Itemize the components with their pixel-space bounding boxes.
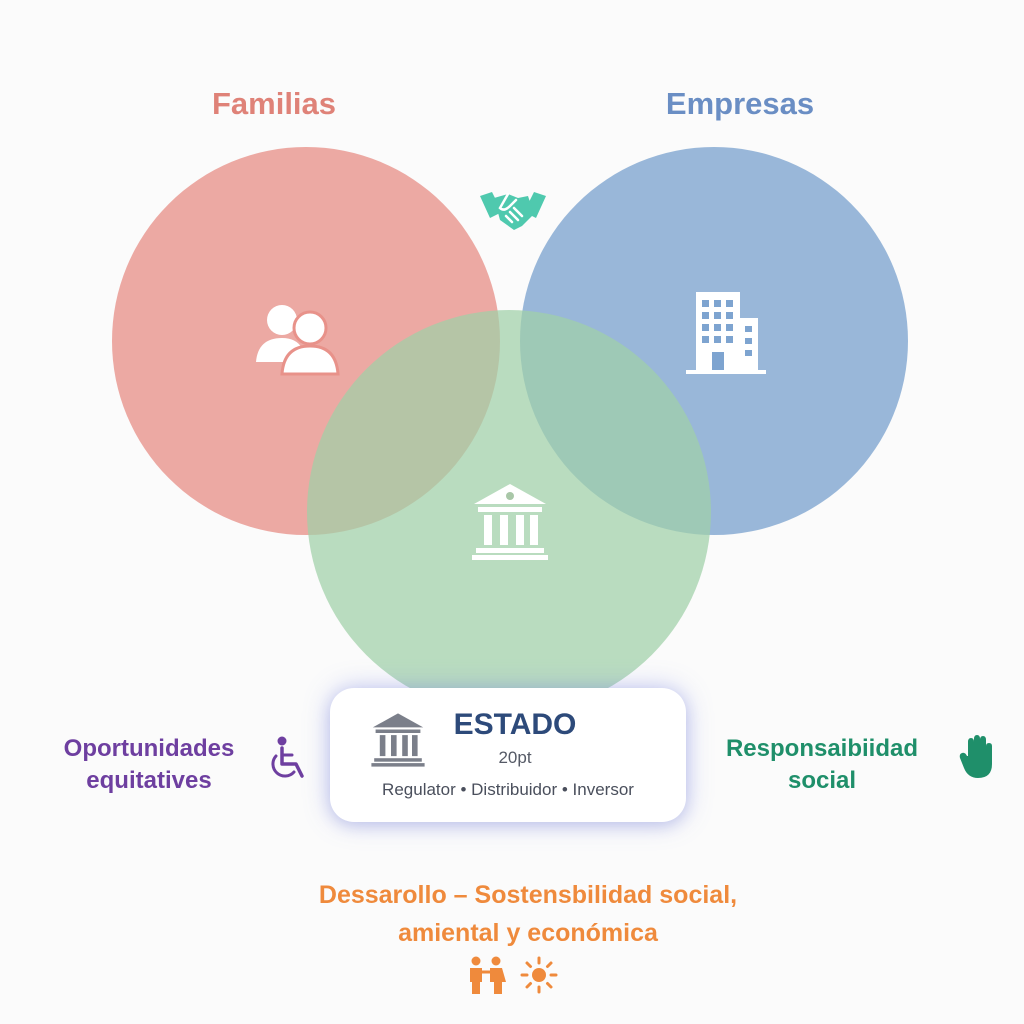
desarrollo-line2: amiental y económica (398, 919, 658, 947)
responsabilidad-line2: social (787, 767, 857, 794)
handshake-icon (478, 186, 548, 234)
estado-title: ESTADO (453, 708, 577, 741)
building-icon (686, 290, 766, 376)
wheelchair-icon (266, 736, 308, 782)
oportunidades-line1: Oportunidades (63, 735, 235, 762)
estado-card (330, 688, 686, 822)
family-icon (466, 956, 508, 996)
people-icon (252, 300, 342, 376)
oportunidades-text: Oportunidades equitatives (36, 733, 262, 797)
empresas-label: Empresas (665, 86, 815, 121)
desarrollo-text: Dessarollo – Sostensbilidad social, amie… (240, 876, 816, 952)
sun-icon (520, 956, 558, 994)
estado-roles: Regulator • Distribuidor • Inversor (382, 780, 634, 799)
oportunidades-line2: equitatives (86, 767, 212, 794)
estado-card-icon (370, 712, 426, 768)
estado-subtitle: 20pt (498, 748, 532, 767)
familias-label: Familias (211, 86, 337, 121)
hand-icon (958, 734, 998, 780)
desarrollo-line1: Dessarollo – Sostensbilidad social, (318, 881, 738, 909)
responsabilidad-text: Responsaibiidad social (704, 733, 940, 797)
responsabilidad-line1: Responsaibiidad (725, 735, 919, 762)
government-building-icon (470, 482, 550, 562)
